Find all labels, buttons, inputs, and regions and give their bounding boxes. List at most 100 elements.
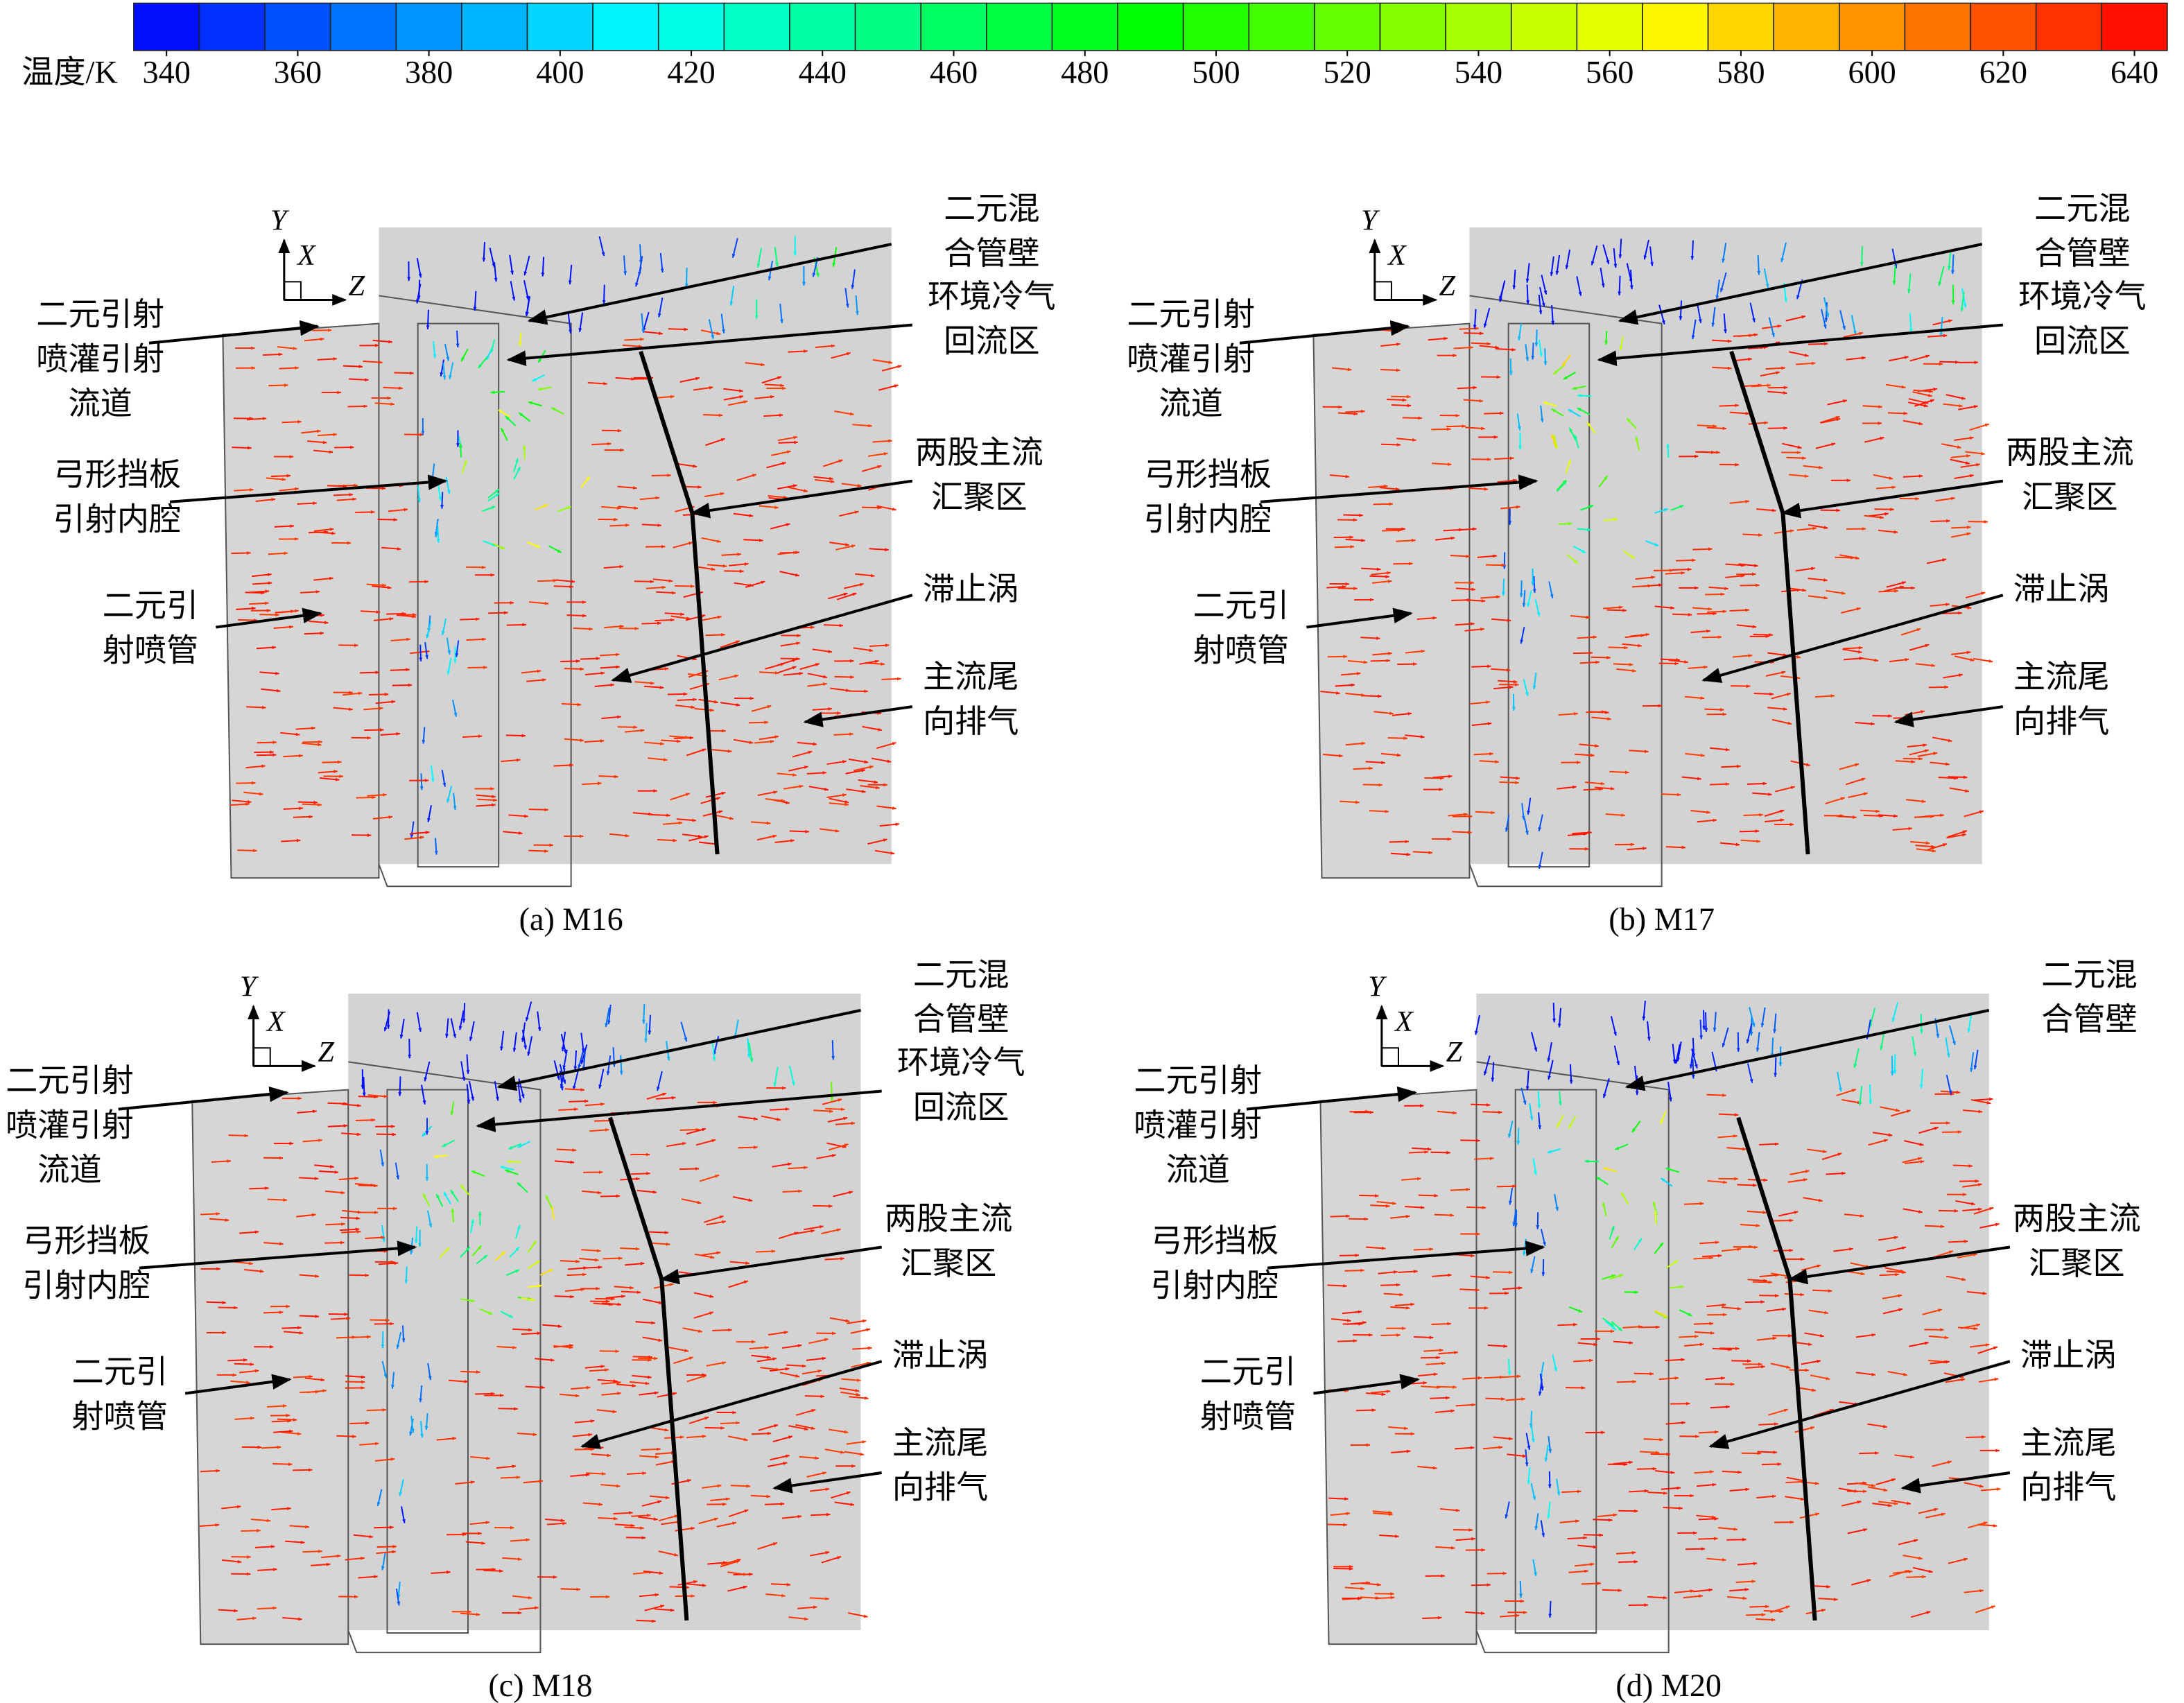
- annotation: 射喷管: [71, 1399, 168, 1434]
- velocity-vector: [372, 815, 393, 820]
- velocity-vector: [1579, 504, 1594, 511]
- velocity-vector: [476, 794, 496, 799]
- velocity-vector: [327, 1102, 348, 1105]
- velocity-vector: [745, 580, 765, 588]
- velocity-vector: [1337, 412, 1358, 416]
- velocity-vector: [1785, 315, 1806, 322]
- velocity-vector: [580, 476, 591, 488]
- annotation: 射喷管: [1193, 632, 1290, 668]
- velocity-vector: [869, 548, 890, 552]
- caption: (c) M18: [488, 1668, 592, 1703]
- velocity-vector: [1891, 248, 1898, 269]
- velocity-vector: [1497, 478, 1518, 483]
- annotation: 二元引射: [1134, 1063, 1262, 1098]
- annotation: 二元引射: [36, 297, 164, 332]
- velocity-vector: [1692, 547, 1713, 551]
- velocity-vector: [415, 284, 422, 304]
- velocity-vector: [513, 466, 521, 480]
- velocity-vector: [1603, 605, 1623, 610]
- velocity-vector: [261, 1445, 281, 1449]
- velocity-vector: [489, 248, 496, 268]
- velocity-vector: [1873, 474, 1893, 480]
- velocity-vector: [808, 786, 829, 791]
- velocity-vector: [848, 758, 869, 764]
- velocity-vector: [553, 763, 574, 767]
- colorbar-cell: [461, 2, 528, 51]
- velocity-vector: [1827, 399, 1848, 406]
- colorbar-cell: [198, 2, 266, 51]
- velocity-vector: [1666, 443, 1670, 458]
- velocity-vector: [1602, 1589, 1622, 1592]
- velocity-vector: [712, 1328, 733, 1332]
- velocity-vector: [1450, 554, 1471, 558]
- velocity-vector: [501, 758, 521, 763]
- colorbar-tick-label: 400: [536, 55, 584, 90]
- annotation-arrow: [169, 474, 448, 503]
- axis-label: X: [296, 239, 317, 272]
- velocity-vector: [779, 571, 800, 577]
- velocity-vector: [1767, 652, 1788, 657]
- velocity-vector: [768, 495, 788, 499]
- velocity-vector: [1359, 1194, 1379, 1198]
- velocity-vector: [404, 836, 424, 840]
- colorbar-label: 温度/K: [21, 55, 118, 90]
- velocity-vector: [528, 808, 549, 812]
- velocity-vector: [1557, 1322, 1578, 1326]
- velocity-vector: [1372, 652, 1393, 656]
- caption: (d) M20: [1615, 1668, 1722, 1703]
- velocity-vector: [688, 835, 709, 842]
- velocity-vector: [1534, 599, 1541, 617]
- velocity-vector: [535, 503, 548, 510]
- velocity-vector: [677, 655, 697, 661]
- colorbar-cell: [329, 2, 397, 51]
- velocity-vector: [1477, 554, 1498, 558]
- velocity-vector: [623, 255, 627, 276]
- annotation: 引射内腔: [1143, 502, 1272, 537]
- velocity-vector: [462, 734, 483, 738]
- velocity-vector: [720, 1421, 740, 1425]
- velocity-vector: [723, 395, 744, 401]
- velocity-vector: [1645, 540, 1659, 547]
- velocity-vector: [751, 821, 771, 825]
- velocity-vector: [360, 610, 381, 614]
- velocity-vector: [600, 652, 620, 657]
- velocity-vector: [1464, 331, 1484, 336]
- velocity-vector: [526, 678, 546, 682]
- velocity-vector: [1721, 764, 1742, 768]
- velocity-vector: [1566, 553, 1579, 564]
- velocity-vector: [313, 449, 333, 454]
- velocity-vector: [1697, 303, 1702, 324]
- velocity-vector: [720, 313, 725, 334]
- velocity-vector: [1569, 1064, 1573, 1084]
- velocity-vector: [682, 833, 702, 838]
- velocity-vector: [1826, 589, 1846, 595]
- velocity-vector: [1505, 815, 1510, 832]
- velocity-vector: [1869, 512, 1889, 517]
- velocity-vector: [651, 474, 672, 477]
- velocity-vector: [345, 1380, 365, 1384]
- velocity-vector: [662, 821, 683, 825]
- velocity-vector: [1413, 1247, 1434, 1251]
- velocity-vector: [1725, 574, 1745, 578]
- velocity-vector: [1643, 1437, 1664, 1442]
- velocity-vector: [853, 647, 874, 652]
- velocity-vector: [528, 849, 549, 853]
- velocity-vector: [1519, 580, 1523, 598]
- colorbar-tick-label: 480: [1061, 55, 1109, 90]
- annotation-arrow: [527, 243, 892, 325]
- velocity-vector: [505, 415, 517, 426]
- annotation: 流道: [1159, 386, 1222, 422]
- velocity-vector: [388, 508, 408, 512]
- caption: (a) M16: [519, 901, 623, 937]
- velocity-vector: [372, 585, 392, 589]
- colorbar-cell: [526, 2, 593, 51]
- velocity-vector: [684, 268, 688, 288]
- velocity-vector: [320, 777, 340, 781]
- velocity-vector: [375, 700, 396, 704]
- velocity-vector: [855, 573, 875, 578]
- velocity-vector: [780, 641, 801, 647]
- axis-label: Z: [1439, 270, 1456, 302]
- annotation: 回流区: [944, 323, 1040, 358]
- velocity-vector: [1753, 692, 1774, 696]
